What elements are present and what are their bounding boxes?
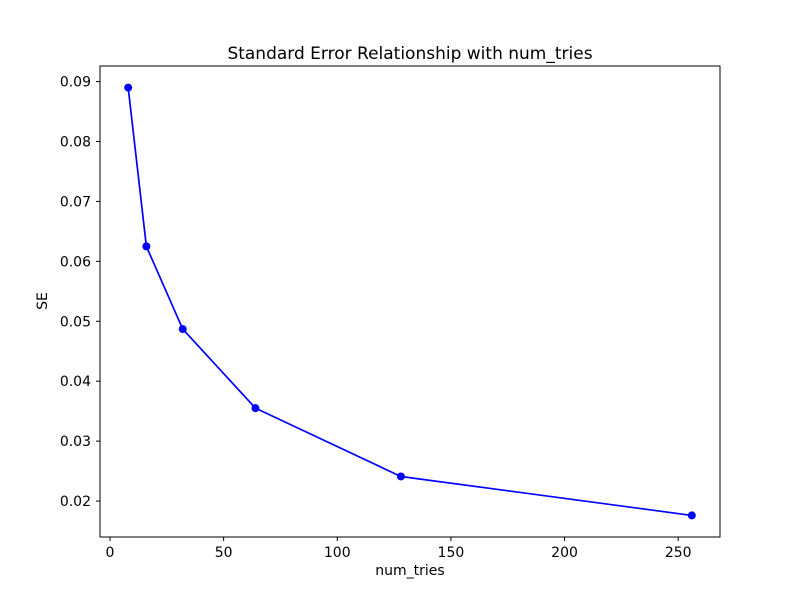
- y-axis-label: SE: [35, 292, 51, 310]
- y-tick-label: 0.09: [60, 75, 91, 91]
- x-tick-label: 250: [665, 545, 692, 561]
- y-tick-label: 0.02: [60, 494, 91, 510]
- y-tick-label: 0.08: [60, 135, 91, 151]
- y-tick-label: 0.03: [60, 434, 91, 450]
- x-tick-label: 0: [106, 545, 115, 561]
- x-tick-label: 100: [324, 545, 351, 561]
- data-point: [687, 511, 696, 520]
- y-tick-label: 0.04: [60, 374, 91, 390]
- y-tick-label: 0.06: [60, 254, 91, 270]
- x-tick-label: 200: [551, 545, 578, 561]
- data-line: [127, 87, 692, 517]
- data-point: [396, 472, 405, 481]
- x-axis-label: num_tries: [375, 563, 444, 579]
- x-tick-label: 150: [438, 545, 465, 561]
- y-tick-label: 0.07: [60, 194, 91, 210]
- data-point: [142, 242, 151, 251]
- axes-frame: [99, 65, 721, 538]
- data-point: [124, 83, 133, 92]
- x-tick-label: 50: [215, 545, 233, 561]
- plot-area: 0 50 100 150 200 250 0.02 0.03 0.04 0.05 0.06 0.07 0…: [60, 65, 721, 561]
- data-point: [251, 404, 260, 413]
- chart-title: Standard Error Relationship with num_tri…: [227, 44, 592, 64]
- y-tick-label: 0.05: [60, 314, 91, 330]
- data-point: [178, 325, 187, 334]
